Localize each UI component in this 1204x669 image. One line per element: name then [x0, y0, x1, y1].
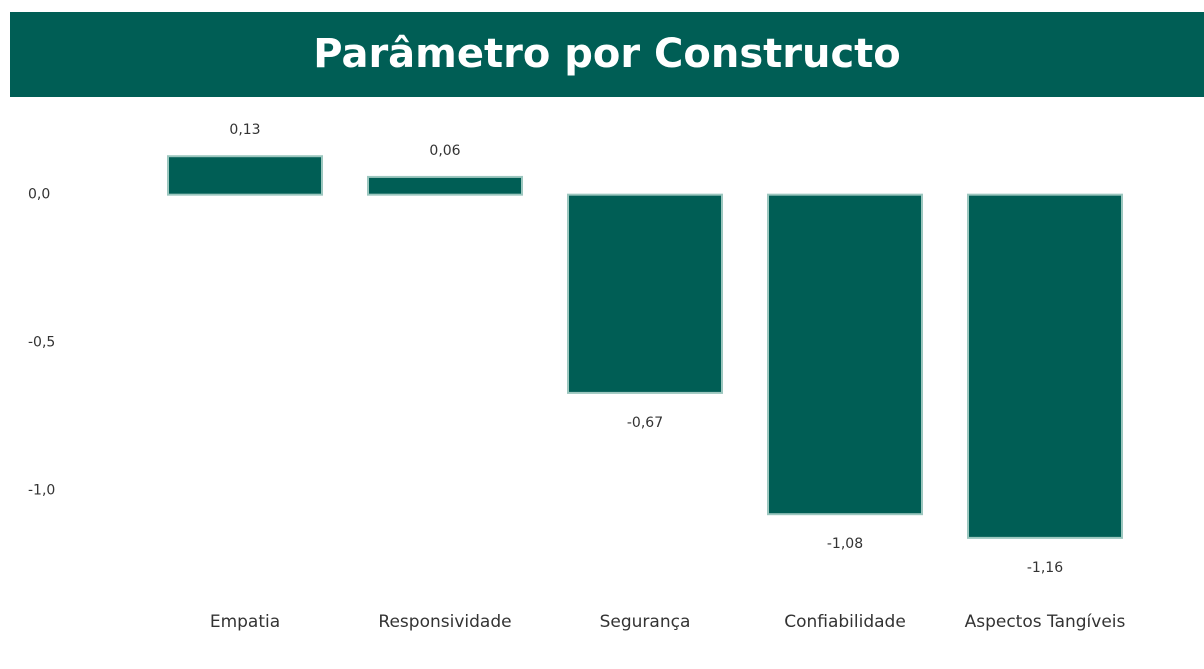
title-banner	[10, 12, 1204, 97]
data-label: -1,08	[827, 536, 863, 552]
x-tick-label: Confiabilidade	[784, 612, 906, 632]
bar	[767, 193, 923, 516]
x-tick-label: Aspectos Tangíveis	[964, 612, 1126, 632]
data-label: -1,16	[1027, 560, 1063, 576]
chart-title: Parâmetro por Constructo	[313, 31, 901, 77]
data-label: -0,67	[627, 415, 663, 431]
x-tick-label: Empatia	[209, 612, 281, 632]
y-tick-label: -0,5	[28, 335, 55, 351]
y-tick-label: 0,0	[28, 187, 50, 203]
data-label: 0,13	[229, 122, 260, 138]
y-tick-label: -1,0	[28, 483, 55, 499]
bar	[367, 175, 523, 196]
bar	[967, 193, 1123, 539]
x-tick-label: Responsividade	[378, 612, 512, 632]
x-tick-label: Segurança	[599, 612, 691, 632]
bar	[567, 193, 723, 394]
bar	[167, 155, 323, 196]
data-label: 0,06	[429, 143, 460, 159]
